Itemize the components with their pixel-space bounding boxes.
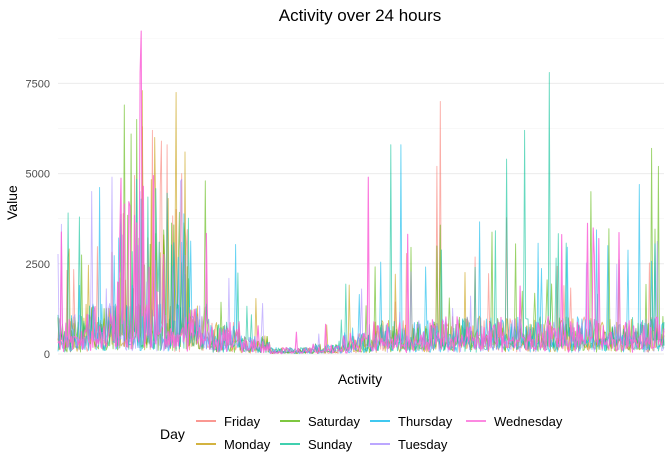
legend-item-saturday: Saturday (280, 414, 360, 429)
legend-title: Day (160, 426, 185, 442)
y-tick-label: 5000 (26, 169, 50, 181)
legend-item-sunday: Sunday (280, 437, 352, 452)
x-axis-label: Activity (337, 371, 383, 387)
legend-key (280, 442, 300, 445)
legend-label: Monday (224, 437, 271, 452)
y-axis-label: Value (4, 185, 20, 220)
legend-label: Thursday (398, 414, 453, 429)
legend-item-monday: Monday (196, 437, 270, 452)
y-tick-label: 0 (44, 349, 50, 361)
legend-key (370, 442, 390, 445)
legend-label: Saturday (308, 414, 361, 429)
legend-item-friday: Friday (196, 414, 260, 429)
legend-label: Friday (224, 414, 261, 429)
legend-key (370, 419, 390, 422)
legend-item-thursday: Thursday (370, 414, 452, 429)
legend-label: Tuesday (398, 437, 448, 452)
series-line-wednesday (57, 30, 665, 355)
legend-key (466, 419, 486, 422)
legend-key (196, 442, 216, 445)
legend-item-wednesday: Wednesday (466, 414, 562, 429)
legend-label: Wednesday (494, 414, 563, 429)
legend-key (280, 419, 300, 422)
legend-key (196, 419, 216, 422)
y-tick-label: 7500 (26, 78, 50, 90)
chart-title: Activity over 24 hours (278, 6, 442, 25)
legend-item-tuesday: Tuesday (370, 437, 447, 452)
legend-label: Sunday (308, 437, 353, 452)
y-tick-label: 2500 (26, 259, 50, 271)
